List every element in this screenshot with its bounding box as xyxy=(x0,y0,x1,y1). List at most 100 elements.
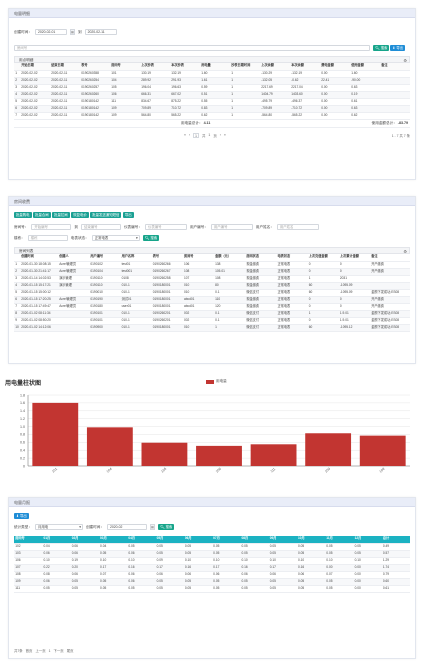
table-cell: 0.05 xyxy=(353,550,382,558)
toolbar-button[interactable]: 批量购电 xyxy=(14,212,32,218)
table-row[interactable]: 109 0.06 0.05 0.05 0.06 0.05 0.05 0.05 0.05 0.05 0… xyxy=(14,578,410,586)
chart-legend[interactable]: 用电量 xyxy=(206,379,227,384)
page-total: 1 xyxy=(208,133,211,137)
column-header: 上次充值金额 xyxy=(307,254,339,262)
pager-item[interactable]: 首页 xyxy=(25,649,33,653)
table-cell: 0190180 xyxy=(89,303,121,311)
export-button[interactable]: ⬇ 导出 xyxy=(390,45,406,51)
table-row[interactable]: 107 0.22 0.20 0.17 0.16 0.17 0.16 0.17 0.16 0.17 0… xyxy=(14,564,410,572)
column-header: 表号 xyxy=(151,254,183,262)
table-cell: 0190101 xyxy=(89,317,121,325)
pager-item[interactable]: 尾页 xyxy=(66,649,74,653)
toolbar-button[interactable]: 导出 xyxy=(122,212,134,218)
date-input[interactable]: 2020-02 xyxy=(106,524,147,530)
bar[interactable] xyxy=(359,435,406,466)
pager-item[interactable]: 1 xyxy=(48,648,51,653)
calendar-icon[interactable]: ▦ xyxy=(69,29,75,35)
table-row[interactable]: 5 2020-02-02 2020-02-11 0190180142 111 834.67… xyxy=(14,98,410,106)
table-cell xyxy=(58,310,90,318)
page-number-input[interactable]: 1 xyxy=(193,132,200,138)
table-row[interactable]: 9 2020-01-02 08:50:20 0190101 010-1 01902602… xyxy=(14,317,410,325)
status-select[interactable]: 正常电表 ▾ xyxy=(91,235,140,241)
toolbar-button[interactable]: 批量合闸 xyxy=(33,212,51,218)
prev-page-icon[interactable]: ‹ xyxy=(188,133,191,137)
bar[interactable] xyxy=(305,433,352,466)
table-row[interactable]: 7 2020-02-02 2020-02-11 0190180142 109 564.80… xyxy=(14,112,410,120)
table-row[interactable]: 4 2020-01-15 15:17:21 演示管理 0190110 010-1 0190… xyxy=(14,282,410,290)
table-cell: -495.79 xyxy=(260,98,290,106)
bar[interactable] xyxy=(32,402,79,466)
table-row[interactable]: 1 2020-02-02 2020-02-11 0190260358 101 130.19… xyxy=(14,70,410,78)
table-row[interactable]: 103 0.06 0.06 0.05 0.06 0.05 0.05 0.05 0.05 0.05 0… xyxy=(14,550,410,558)
pager-item[interactable]: 下一页 xyxy=(53,649,64,653)
meter-input[interactable]: 仪表编号 xyxy=(144,224,187,230)
table-cell: 0.10 xyxy=(42,557,71,565)
pagination: « ‹ 1 共 1 页 › » 1 - 7 共 7 条 xyxy=(14,132,410,138)
bar[interactable] xyxy=(86,427,133,466)
table-cell: 2020-01-02 14:12:06 xyxy=(20,324,58,332)
table-row[interactable]: 10 2020-01-02 14:12:06 0190900 010-1 0190180… xyxy=(14,324,410,332)
table-row[interactable]: 3 2020-01-14 14:02:53 演示管理 0190110 0108 01902… xyxy=(14,275,410,283)
date-to-input[interactable]: 2020-02-11 xyxy=(84,29,117,35)
user-label: 用户编号： xyxy=(189,224,208,229)
table-cell: 0.05 xyxy=(183,543,212,551)
row-index: 6 xyxy=(14,105,20,113)
table-row[interactable]: 1 2020-01-30 18:08:15 Acrel管理员 0190102 test0… xyxy=(14,261,410,269)
room-number-input[interactable]: 房间号 xyxy=(14,45,370,51)
last-page-icon[interactable]: » xyxy=(223,133,226,137)
table-cell: 0190180001 xyxy=(151,296,183,304)
search-button[interactable]: 🔍︎ 搜索 xyxy=(157,524,175,530)
column-header: 06月 xyxy=(183,536,212,544)
room-start-input[interactable]: 开始编号 xyxy=(31,224,72,230)
table-row[interactable]: 111 0.05 0.05 0.05 0.05 0.05 0.05 0.05 0.05 0.05 0… xyxy=(14,585,410,593)
table-cell: 0.00 xyxy=(320,91,350,99)
first-page-icon[interactable]: « xyxy=(184,133,186,137)
room-end-input[interactable]: 结束编号 xyxy=(80,224,121,230)
table-cell: -0.62 xyxy=(290,77,320,85)
table-cell: 0.16 xyxy=(240,564,269,572)
user-input[interactable]: 用户编号 xyxy=(210,224,253,230)
table-row[interactable]: 3 2020-02-02 2020-02-11 0190260257 105 196.04… xyxy=(14,84,410,92)
name-label: 用户姓名： xyxy=(255,224,274,229)
date-from-input[interactable]: 2020-02-01 xyxy=(34,29,67,35)
table-row[interactable]: 7 2020-01-15 17:49:47 Acrel管理员 0190180 user0… xyxy=(14,303,410,311)
building-input[interactable]: 楼栋 xyxy=(27,235,68,241)
table-cell xyxy=(380,77,410,85)
column-header: 11月 xyxy=(325,536,354,544)
type-select[interactable]: 月用电 ▾ xyxy=(34,524,83,530)
table-cell: 109 xyxy=(14,578,43,586)
table-row[interactable]: 4 2020-02-02 2020-02-11 0190260260 106 666.31… xyxy=(14,91,410,99)
table-cell: 0.1 xyxy=(213,310,246,318)
export-button[interactable]: ⬇ 导出 xyxy=(14,513,29,519)
table-cell: 834.67 xyxy=(140,98,170,106)
gear-icon[interactable]: ⚙ xyxy=(403,58,407,63)
table-cell: 2020-02-11 xyxy=(50,70,80,78)
name-input[interactable]: 用户姓名 xyxy=(276,224,319,230)
table-row[interactable]: 108 0.08 0.06 0.07 0.06 0.06 0.06 0.06 0.06 0.06 0… xyxy=(14,571,410,579)
table-cell: 0.17 xyxy=(155,564,184,572)
table-row[interactable]: 2 2020-01-30 21:41:17 Acrel管理员 0190104 test0… xyxy=(14,268,410,276)
toolbar-button[interactable]: 批量发送通知短信 xyxy=(90,212,122,218)
table-row[interactable]: 2 2020-02-02 2020-02-11 0190260254 104 289.92… xyxy=(14,77,410,85)
table-row[interactable]: 5 2020-01-15 15:00:12 0190010 010-1 01901800… xyxy=(14,289,410,297)
bar[interactable] xyxy=(196,445,242,466)
pager-item[interactable]: 上一页 xyxy=(35,649,46,653)
table-cell: 1 xyxy=(230,91,260,99)
search-button[interactable]: 🔍︎ 搜索 xyxy=(373,45,390,51)
table-row[interactable]: 8 2020-01-02 08:11:34 0190101 010-1 01902602… xyxy=(14,310,410,318)
table-cell: 709.89 xyxy=(140,105,170,113)
bar[interactable] xyxy=(250,444,297,466)
table-row[interactable]: 106 0.10 0.19 0.10 0.10 0.09 0.10 0.10 0.10 0.10 0… xyxy=(14,557,410,565)
gear-icon[interactable]: ⚙ xyxy=(403,249,407,254)
search-button[interactable]: 🔍︎ 搜索 xyxy=(142,235,160,241)
toolbar-button[interactable]: 恢复电价 xyxy=(71,212,89,218)
table-cell: 0.00 xyxy=(353,585,382,593)
table-row[interactable]: 6 2020-01-15 17:20:25 Acrel管理员 0190190 测试01 0… xyxy=(14,296,410,304)
calendar-icon[interactable]: ▦ xyxy=(149,524,155,530)
column-header: 抄表日期时间 xyxy=(230,63,260,71)
next-page-icon[interactable]: › xyxy=(219,133,221,137)
toolbar-button[interactable]: 批量拉闸 xyxy=(52,212,70,218)
table-row[interactable]: 6 2020-02-02 2020-02-11 0190180142 109 709.89… xyxy=(14,105,410,113)
table-row[interactable]: 102 0.04 0.06 0.04 0.05 0.05 0.05 0.05 0.05 0.05 0… xyxy=(14,543,410,551)
bar[interactable] xyxy=(141,442,188,466)
